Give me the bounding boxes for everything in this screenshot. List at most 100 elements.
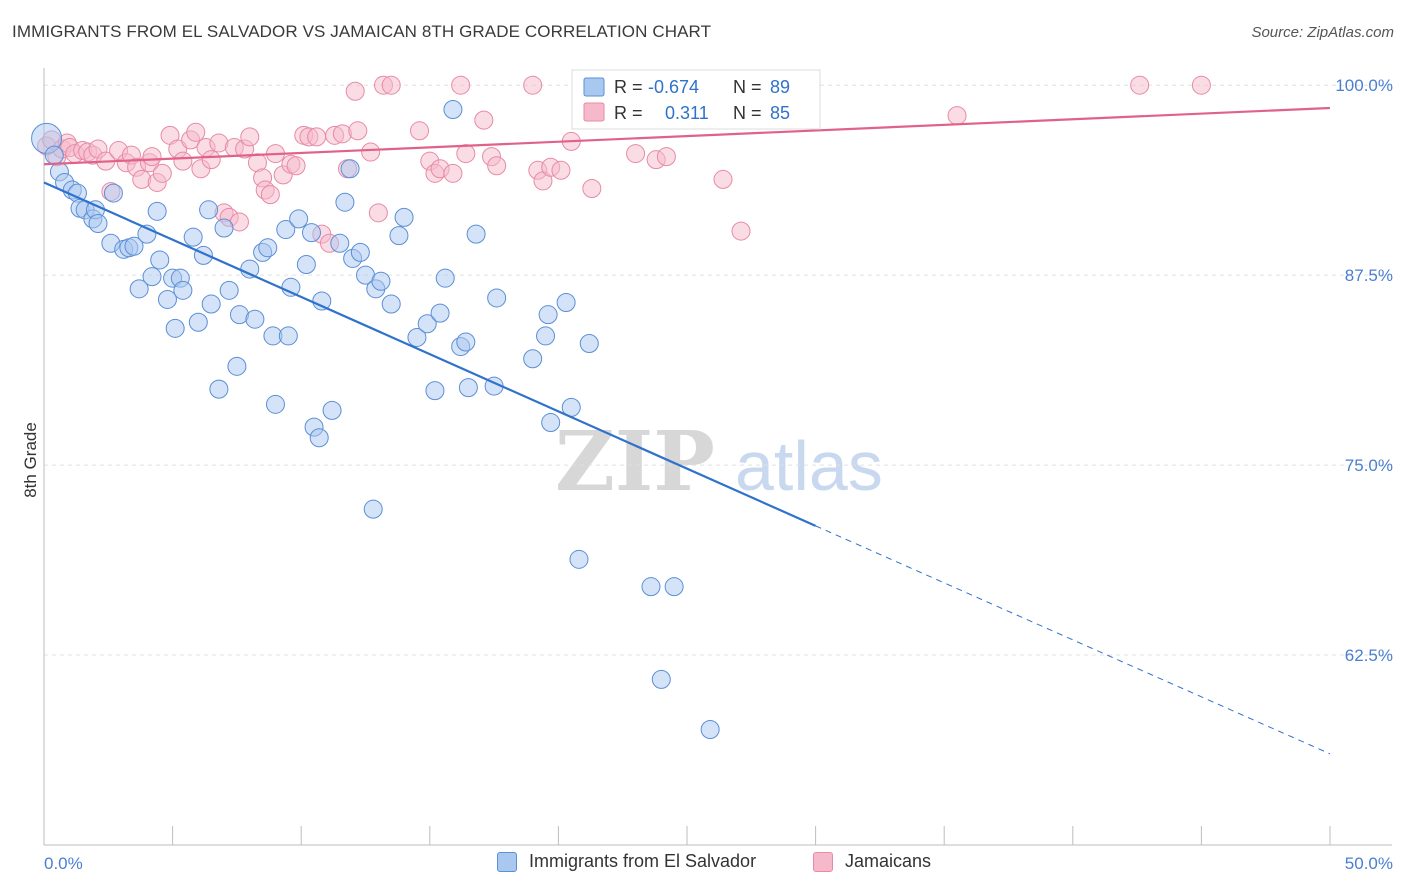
jamaicans-point-59 [410,121,430,141]
regression-lines [43,106,1331,755]
legend-swatch-el-salvador [497,851,517,872]
el-salvador-point-27 [188,312,208,332]
el-salvador-point-16 [129,279,149,299]
el-salvador-point-79 [541,413,561,433]
jamaicans-point-84 [1191,75,1211,95]
el-salvador-point-72 [458,378,478,398]
el-salvador-point-29 [199,200,219,220]
el-salvador-point-26 [183,227,203,247]
jamaicans-point-78 [656,147,676,167]
axes [43,68,1392,846]
el-salvador-point-62 [389,226,409,246]
el-salvador-point-86 [651,669,671,689]
legend-n-label-1: N = [733,77,762,97]
el-salvador-point-25 [173,280,193,300]
el-salvador-point-80 [556,293,576,312]
jamaicans-point-19 [142,147,162,167]
el-salvador-point-85 [664,577,684,597]
y-tick-labels: 100.0% 87.5% 75.0% 62.5% [1335,76,1393,665]
el-salvador-point-60 [371,271,391,291]
jamaicans-point-54 [348,121,368,141]
el-salvador-point-18 [142,267,162,287]
jamaicans-point-68 [487,156,507,176]
el-salvador-point-61 [381,294,401,314]
el-salvador-point-75 [487,288,507,308]
jamaicans-point-66 [474,110,494,130]
el-salvador-point-68 [435,268,455,288]
jamaicans-point-26 [186,122,206,142]
jamaicans-point-51 [332,124,352,144]
el-salvador-point-73 [466,224,486,244]
el-salvador-point-67 [430,303,450,323]
jamaicans-point-76 [626,144,646,164]
watermark-atlas: atlas [735,427,883,505]
legend-r-value-1: -0.674 [648,77,699,97]
el-salvador-point-43 [278,326,298,346]
el-salvador-point-1 [44,145,64,165]
jamaicans-point-24 [173,151,193,171]
watermark: ZIP atlas [555,414,883,510]
jamaicans-point-82 [947,106,967,126]
legend-n-label-2: N = [733,103,762,123]
jamaicans-point-75 [582,179,602,199]
el-salvador-point-66 [425,381,445,401]
el-salvador-point-83 [579,334,599,354]
el-salvador-point-87 [700,720,720,740]
watermark-zip: ZIP [555,414,715,510]
jamaicans-point-21 [152,163,172,183]
correlation-legend: R = -0.674 N = 89 R = 0.311 N = 85 [571,69,821,130]
chart-title: IMMIGRANTS FROM EL SALVADOR VS JAMAICAN … [12,22,712,41]
jamaicans-point-64 [451,75,471,95]
el-salvador-point-21 [157,289,177,309]
el-salvador-point-64 [407,327,427,347]
jamaicans-point-73 [551,160,571,180]
el-salvador-point-45 [289,209,309,229]
el-salvador-point-44 [281,277,301,297]
jamaicans-point-29 [201,150,221,170]
jamaicans-point-44 [286,156,306,176]
el-salvador-point-34 [227,356,247,376]
el-salvador-point-33 [219,280,239,300]
y-tick-label-2: 75.0% [1345,456,1393,475]
series-legend: Immigrants from El Salvador Jamaicans [0,851,1406,879]
jamaicans-trend-line [43,106,1331,166]
el-salvador-point-71 [456,332,476,352]
jamaicans-point-65 [456,144,476,164]
el-salvador-point-65 [417,314,437,334]
source-label: Source: ZipAtlas.com [1251,24,1394,41]
el-salvador-point-56 [350,242,370,262]
el-salvador-point-41 [265,394,285,414]
jamaicans-point-36 [240,127,260,147]
legend-item-el-salvador: Immigrants from El Salvador [497,851,756,872]
el-salvador-point-76 [523,349,543,369]
y-axis-label: 8th Grade [21,422,40,498]
el-salvador-point-63 [394,207,414,227]
legend-r-value-2: 0.311 [665,103,709,123]
legend-swatch-jamaicans [813,851,833,872]
el-salvador-point-19 [147,201,167,221]
y-tick-label-0: 100.0% [1335,76,1393,95]
el-salvador-point-53 [335,192,355,212]
legend-r-label-1: R = [614,77,643,97]
legend-n-value-1: 89 [770,77,790,97]
jamaicans-point-56 [368,203,388,223]
el-salvador-point-42 [276,220,296,240]
jamaicans-point-79 [713,169,733,189]
legend-item-jamaicans: Jamaicans [813,851,931,872]
el-salvador-point-23 [165,318,185,338]
el-salvador-point-58 [363,499,383,519]
legend-swatch-pink [583,102,605,122]
jamaicans-point-55 [361,142,381,162]
y-tick-label-3: 62.5% [1345,646,1393,665]
x-tick-label-1: 50.0% [1345,854,1393,873]
el-salvador-point-20 [150,250,170,270]
el-salvador-point-84 [641,577,661,597]
x-tick-label-0: 0.0% [44,854,83,873]
legend-n-value-2: 85 [770,103,790,123]
el-salvador-points [31,75,787,740]
el-salvador-point-31 [209,379,229,399]
jamaicans-point-83 [1130,75,1150,95]
el-salvador-trend-extension [815,525,1331,755]
el-salvador-point-54 [340,159,360,179]
el-salvador-point-36 [240,259,260,279]
